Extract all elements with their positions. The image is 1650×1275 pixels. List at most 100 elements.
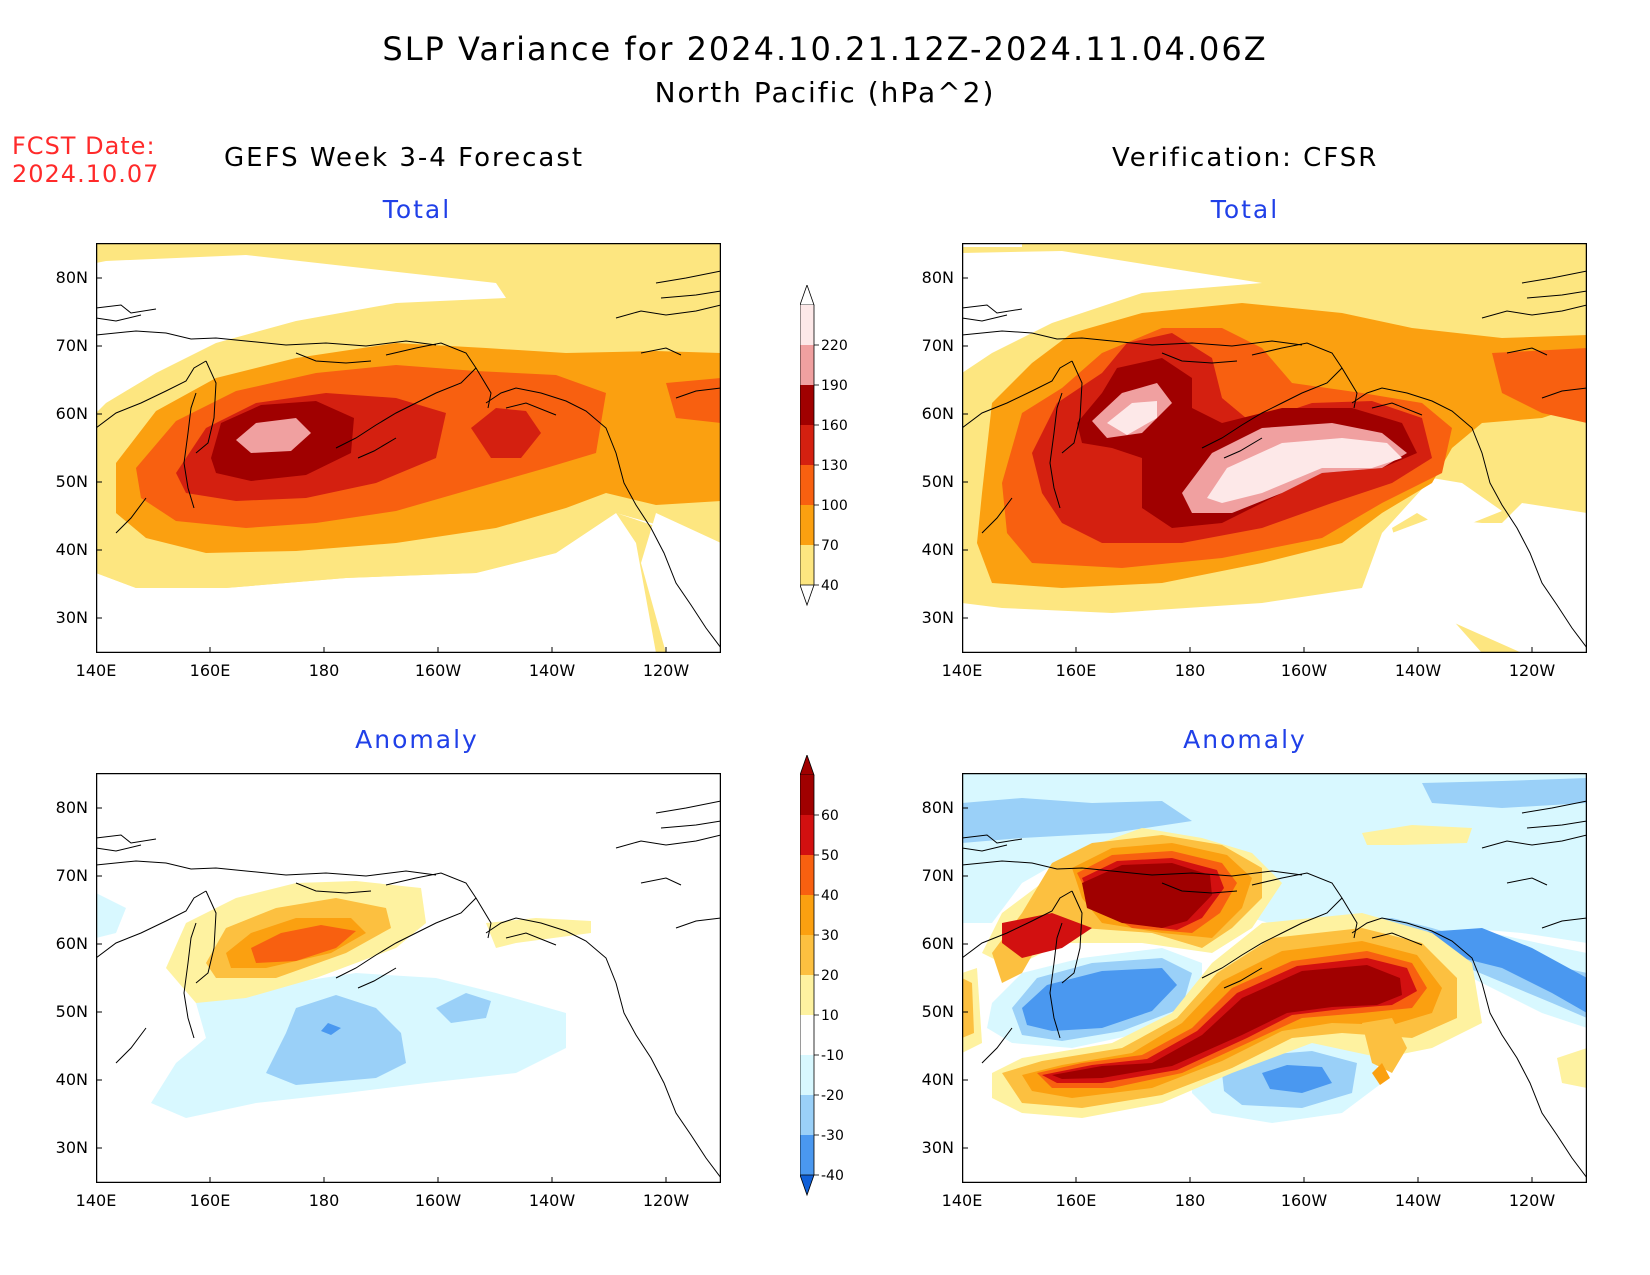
lat-tick-label: 50N xyxy=(921,1002,954,1021)
lat-tick-label: 30N xyxy=(921,1138,954,1157)
colorbar-tick-label: -30 xyxy=(821,1128,844,1144)
lat-tick-label: 70N xyxy=(55,336,88,355)
fcst-date-value: 2024.10.07 xyxy=(12,160,160,188)
colorbar-segment xyxy=(800,815,814,855)
contour-fill xyxy=(251,925,356,963)
coastline xyxy=(962,270,1587,649)
lon-tick-label: 140W xyxy=(528,661,576,680)
main-subtitle: North Pacific (hPa^2) xyxy=(654,76,996,109)
colorbar-tick-label: 40 xyxy=(821,888,839,904)
lon-tick-label: 140W xyxy=(1394,661,1442,680)
lat-tick-label: 60N xyxy=(921,934,954,953)
lat-tick-label: 70N xyxy=(55,866,88,885)
map-svg xyxy=(96,243,721,653)
colorbar-segment xyxy=(800,385,814,425)
lon-tick-label: 160E xyxy=(189,1191,231,1210)
contour-fill xyxy=(962,978,974,1038)
colorbar-segment xyxy=(800,1055,814,1095)
colorbar-segment xyxy=(800,305,814,345)
lon-tick-label: 160W xyxy=(1280,661,1328,680)
colorbar-segment xyxy=(800,975,814,1015)
colorbar-tick-label: 160 xyxy=(821,418,848,434)
lat-tick-label: 30N xyxy=(55,1138,88,1157)
colorbar-segment xyxy=(800,1135,814,1175)
lat-tick-label: 30N xyxy=(921,608,954,627)
contour-fill xyxy=(436,993,491,1023)
lon-tick-label: 140W xyxy=(1394,1191,1442,1210)
lat-tick-label: 50N xyxy=(55,472,88,491)
lat-tick-label: 40N xyxy=(921,540,954,559)
colorbar-anomaly: 60 50 40 30 20 10 -10 -20 -30 -40 xyxy=(799,753,890,1209)
lon-tick-label: 140E xyxy=(941,1191,983,1210)
lon-tick-label: 120W xyxy=(642,1191,690,1210)
lat-tick-label: 50N xyxy=(55,1002,88,1021)
colorbar-segment xyxy=(800,505,814,545)
panel-cfsr-anomaly xyxy=(962,773,1587,1183)
lon-tick-label: 120W xyxy=(1508,661,1556,680)
lat-tick-label: 30N xyxy=(55,608,88,627)
lon-tick-label: 140E xyxy=(941,661,983,680)
contour-fill xyxy=(96,893,126,938)
contour-fill xyxy=(1052,965,1402,1079)
contour-fill xyxy=(1082,863,1212,928)
contour-fill xyxy=(1412,928,1587,1013)
contour-fill xyxy=(1262,1065,1332,1093)
bottom-right-subtitle: Anomaly xyxy=(1183,725,1307,754)
left-column-title: GEFS Week 3-4 Forecast xyxy=(224,143,585,173)
lon-tick-label: 140W xyxy=(528,1191,576,1210)
colorbar-tick-label: -10 xyxy=(821,1048,844,1064)
contour-fill xyxy=(1362,1018,1407,1073)
map-svg xyxy=(96,773,721,1183)
contour-fill xyxy=(321,1023,341,1035)
colorbar-bottom-cap xyxy=(799,1174,815,1197)
lat-tick-label: 40N xyxy=(921,1070,954,1089)
contour-fill xyxy=(1557,1048,1587,1088)
fcst-date-label: FCST Date: xyxy=(12,132,156,160)
panel-gefs-anomaly xyxy=(96,773,721,1183)
contour-fill xyxy=(471,408,541,458)
colorbar-segment xyxy=(800,545,814,585)
lat-tick-label: 80N xyxy=(921,798,954,817)
lat-tick-label: 40N xyxy=(55,540,88,559)
main-title: SLP Variance for 2024.10.21.12Z-2024.11.… xyxy=(382,30,1268,68)
lon-tick-label: 180 xyxy=(308,661,340,680)
colorbar-segment xyxy=(800,775,814,815)
lat-tick-label: 50N xyxy=(921,472,954,491)
colorbar-tick-label: 40 xyxy=(821,578,839,594)
colorbar-tick-label: 50 xyxy=(821,848,839,864)
contour-fill xyxy=(236,418,311,453)
contour-fill xyxy=(1392,503,1587,653)
contour-fill xyxy=(1207,438,1402,503)
lon-tick-label: 160E xyxy=(1055,1191,1097,1210)
contour-fill xyxy=(96,255,506,413)
coastline xyxy=(96,800,721,1179)
colorbar-segment xyxy=(800,425,814,465)
right-column-title: Verification: CFSR xyxy=(1112,143,1379,173)
colorbar-tick-label: 130 xyxy=(821,458,848,474)
colorbar-tick-label: -40 xyxy=(821,1168,844,1184)
colorbar-segment xyxy=(800,1015,814,1055)
colorbar-segment xyxy=(800,935,814,975)
contour-fill xyxy=(1492,348,1587,423)
colorbar-svg: 220 190 160 130 100 70 40 xyxy=(799,283,848,607)
colorbar-total: 220 190 160 130 100 70 40 xyxy=(799,283,890,619)
lon-tick-label: 120W xyxy=(642,661,690,680)
colorbar-tick-label: 220 xyxy=(821,338,848,354)
colorbar-top-cap xyxy=(799,753,815,776)
map-svg xyxy=(962,773,1587,1183)
lon-tick-label: 180 xyxy=(1174,1191,1206,1210)
contour-fill xyxy=(1372,1063,1390,1085)
lat-tick-label: 80N xyxy=(55,798,88,817)
lat-tick-label: 60N xyxy=(921,404,954,423)
lon-tick-label: 140E xyxy=(75,661,117,680)
colorbar-tick-label: 70 xyxy=(821,538,839,554)
lon-tick-label: 160E xyxy=(1055,661,1097,680)
lon-tick-label: 180 xyxy=(1174,661,1206,680)
lat-tick-label: 60N xyxy=(55,404,88,423)
colorbar-tick-label: 100 xyxy=(821,498,848,514)
colorbar-segment xyxy=(800,345,814,385)
map-svg xyxy=(962,243,1587,653)
contour-fill xyxy=(486,918,591,948)
lat-tick-label: 70N xyxy=(921,336,954,355)
contour-fill xyxy=(1022,968,1177,1031)
